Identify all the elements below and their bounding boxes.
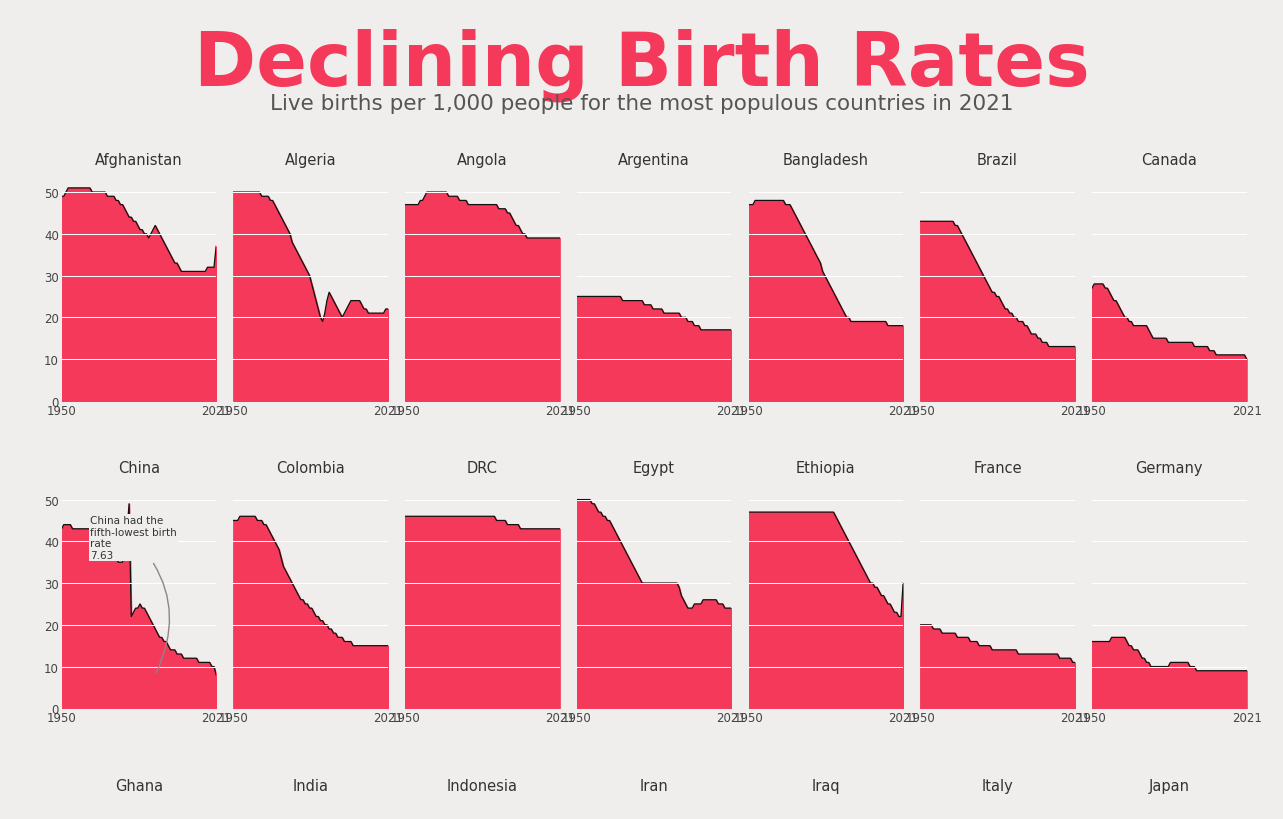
Text: Iran: Iran bbox=[640, 778, 668, 794]
Text: Japan: Japan bbox=[1148, 778, 1189, 794]
Title: France: France bbox=[974, 460, 1021, 475]
Title: Angola: Angola bbox=[457, 153, 508, 168]
Text: China had the
fifth-lowest birth
rate
7.63: China had the fifth-lowest birth rate 7.… bbox=[90, 516, 177, 672]
Text: Italy: Italy bbox=[981, 778, 1014, 794]
Text: Live births per 1,000 people for the most populous countries in 2021: Live births per 1,000 people for the mos… bbox=[269, 94, 1014, 114]
Title: Canada: Canada bbox=[1142, 153, 1197, 168]
Title: Germany: Germany bbox=[1135, 460, 1203, 475]
Text: Ghana: Ghana bbox=[114, 778, 163, 794]
Title: Colombia: Colombia bbox=[276, 460, 345, 475]
Text: Iraq: Iraq bbox=[812, 778, 840, 794]
Title: Egypt: Egypt bbox=[633, 460, 675, 475]
Title: Ethiopia: Ethiopia bbox=[795, 460, 856, 475]
Title: Algeria: Algeria bbox=[285, 153, 336, 168]
Title: Afghanistan: Afghanistan bbox=[95, 153, 182, 168]
Text: Declining Birth Rates: Declining Birth Rates bbox=[194, 29, 1089, 102]
Title: Argentina: Argentina bbox=[618, 153, 690, 168]
Title: China: China bbox=[118, 460, 160, 475]
Text: Indonesia: Indonesia bbox=[446, 778, 518, 794]
Title: Brazil: Brazil bbox=[978, 153, 1017, 168]
Title: DRC: DRC bbox=[467, 460, 498, 475]
Title: Bangladesh: Bangladesh bbox=[783, 153, 869, 168]
Text: India: India bbox=[293, 778, 328, 794]
